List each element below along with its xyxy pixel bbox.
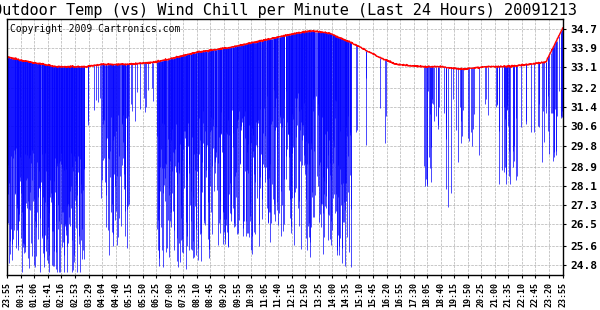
Text: Copyright 2009 Cartronics.com: Copyright 2009 Cartronics.com [10, 24, 181, 34]
Title: Outdoor Temp (vs) Wind Chill per Minute (Last 24 Hours) 20091213: Outdoor Temp (vs) Wind Chill per Minute … [0, 3, 577, 18]
